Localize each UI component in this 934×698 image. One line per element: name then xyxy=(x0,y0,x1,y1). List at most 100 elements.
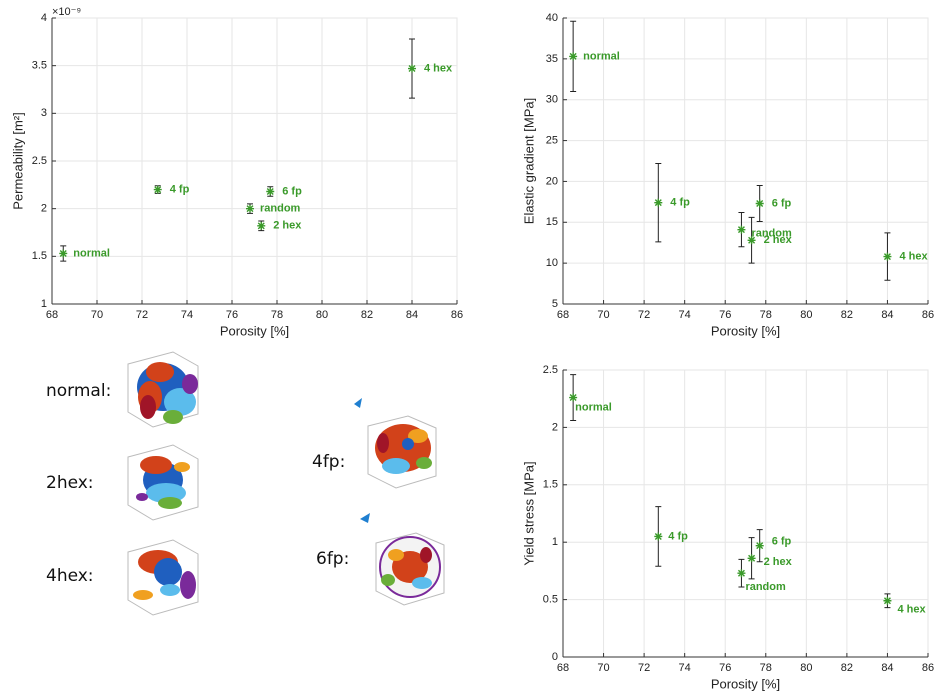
y-tick-label: 3 xyxy=(41,107,47,119)
point-label: 6 fp xyxy=(772,536,792,548)
y-tick-label: 25 xyxy=(546,134,558,146)
y-tick-label: 1.5 xyxy=(32,250,47,262)
x-tick-label: 68 xyxy=(46,309,58,321)
structure-label: 6fp: xyxy=(316,549,349,569)
cube-2hex xyxy=(128,445,198,520)
y-tick-label: 40 xyxy=(546,12,558,24)
point-label: 2 hex xyxy=(764,556,793,568)
x-tick-label: 78 xyxy=(271,309,283,321)
y-exponent: ×10⁻⁹ xyxy=(52,6,81,18)
structure-label: 4hex: xyxy=(46,566,94,586)
x-tick-label: 82 xyxy=(841,662,853,674)
x-tick-label: 76 xyxy=(719,309,731,321)
y-tick-label: 20 xyxy=(546,175,558,187)
x-tick-label: 68 xyxy=(557,662,569,674)
y-tick-label: 2 xyxy=(552,421,558,433)
y-tick-label: 0.5 xyxy=(543,594,558,606)
point xyxy=(737,569,745,577)
point-label: 4 hex xyxy=(424,62,453,74)
y-tick-label: 30 xyxy=(546,94,558,106)
x-tick-label: 80 xyxy=(800,662,812,674)
point xyxy=(154,186,162,194)
y-tick-label: 4 xyxy=(41,12,47,24)
cube-4fp xyxy=(354,398,436,488)
point xyxy=(883,597,891,605)
x-tick-label: 72 xyxy=(638,309,650,321)
y-tick-label: 1 xyxy=(41,298,47,310)
x-tick-label: 70 xyxy=(91,309,103,321)
point-label: normal xyxy=(583,50,620,62)
point xyxy=(748,554,756,562)
point xyxy=(737,226,745,234)
x-tick-label: 80 xyxy=(800,309,812,321)
cube-4hex xyxy=(128,540,198,615)
y-tick-label: 15 xyxy=(546,216,558,228)
point xyxy=(756,542,764,550)
x-tick-label: 86 xyxy=(922,662,934,674)
point xyxy=(408,65,416,73)
x-tick-label: 78 xyxy=(760,662,772,674)
figure: normal: 2hex: 4hex: 4fp: 6fp: xyxy=(0,0,934,698)
x-tick-label: 74 xyxy=(181,309,193,321)
point xyxy=(257,222,265,230)
x-tick-label: 82 xyxy=(361,309,373,321)
x-tick-label: 74 xyxy=(679,662,691,674)
point xyxy=(569,52,577,60)
y-tick-label: 35 xyxy=(546,53,558,65)
x-tick-label: 86 xyxy=(922,309,934,321)
cube-normal xyxy=(128,352,198,427)
x-axis-label: Porosity [%] xyxy=(711,676,780,691)
y-tick-label: 5 xyxy=(552,298,558,310)
point-label: 2 hex xyxy=(764,234,793,246)
point-label: random xyxy=(745,581,786,593)
y-tick-label: 2.5 xyxy=(543,364,558,376)
point-label: 4 hex xyxy=(897,604,926,616)
point-label: 4 fp xyxy=(170,184,190,196)
x-tick-label: 78 xyxy=(760,309,772,321)
point xyxy=(748,236,756,244)
y-tick-label: 3.5 xyxy=(32,60,47,72)
x-tick-label: 84 xyxy=(406,309,418,321)
point xyxy=(883,253,891,261)
point xyxy=(266,188,274,196)
cube-6fp xyxy=(360,513,444,605)
structure-label: normal: xyxy=(46,381,111,401)
y-tick-label: 10 xyxy=(546,257,558,269)
point-label: normal xyxy=(575,401,612,413)
point-label: 4 fp xyxy=(668,530,688,542)
y-tick-label: 2.5 xyxy=(32,155,47,167)
x-tick-label: 76 xyxy=(719,662,731,674)
point-label: 6 fp xyxy=(282,185,302,197)
point xyxy=(246,205,254,213)
x-tick-label: 82 xyxy=(841,309,853,321)
y-tick-label: 2 xyxy=(41,203,47,215)
x-tick-label: 68 xyxy=(557,309,569,321)
x-tick-label: 76 xyxy=(226,309,238,321)
x-tick-label: 70 xyxy=(597,662,609,674)
point-label: random xyxy=(260,203,301,215)
x-axis-label: Porosity [%] xyxy=(220,323,289,338)
y-tick-label: 1 xyxy=(552,536,558,548)
point xyxy=(654,532,662,540)
structure-panel: normal: 2hex: 4hex: 4fp: 6fp: xyxy=(46,352,444,615)
x-tick-label: 84 xyxy=(881,662,893,674)
x-tick-label: 80 xyxy=(316,309,328,321)
y-axis-label: Elastic gradient [MPa] xyxy=(521,98,536,224)
structure-label: 2hex: xyxy=(46,473,94,493)
x-tick-label: 72 xyxy=(136,309,148,321)
y-axis-label: Yield stress [MPa] xyxy=(521,461,536,565)
structure-label: 4fp: xyxy=(312,452,345,472)
y-axis-label: Permeability [m²] xyxy=(10,112,25,210)
point-label: normal xyxy=(73,247,110,259)
x-tick-label: 86 xyxy=(451,309,463,321)
point-label: 4 hex xyxy=(899,251,928,263)
point-label: 2 hex xyxy=(273,220,302,232)
y-tick-label: 0 xyxy=(552,651,558,663)
x-tick-label: 74 xyxy=(679,309,691,321)
point xyxy=(756,199,764,207)
point xyxy=(654,199,662,207)
point-label: 6 fp xyxy=(772,197,792,209)
point xyxy=(59,249,67,257)
point xyxy=(569,394,577,402)
plot-area xyxy=(563,370,928,657)
